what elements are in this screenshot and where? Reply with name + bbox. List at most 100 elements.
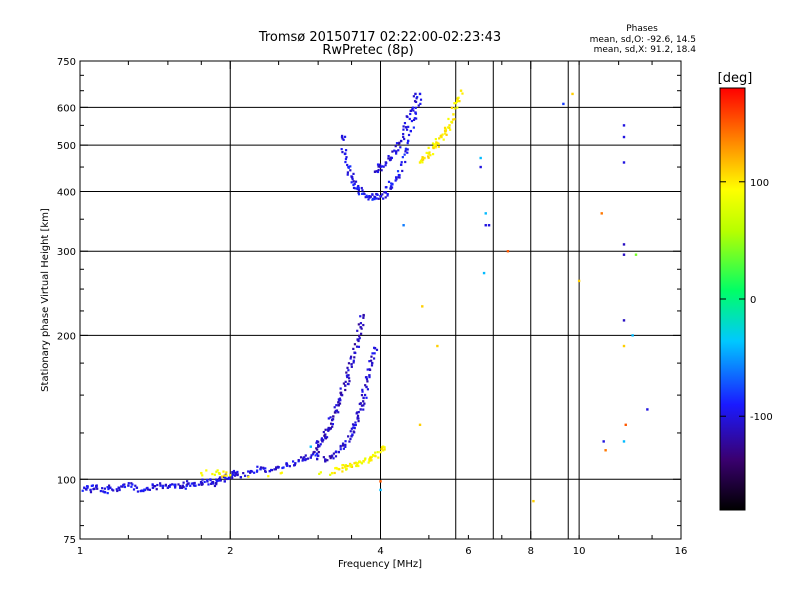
data-point bbox=[479, 165, 482, 169]
data-point bbox=[449, 128, 452, 131]
data-point bbox=[268, 469, 271, 473]
data-point bbox=[334, 409, 337, 413]
data-point bbox=[350, 181, 353, 184]
data-point bbox=[311, 453, 315, 456]
data-point bbox=[367, 461, 370, 464]
data-point bbox=[431, 153, 435, 156]
data-point bbox=[337, 404, 340, 407]
data-point bbox=[297, 459, 300, 462]
data-point bbox=[377, 197, 380, 200]
data-point bbox=[203, 480, 206, 484]
data-point bbox=[155, 488, 158, 491]
data-point bbox=[267, 475, 270, 478]
data-point bbox=[352, 186, 356, 190]
data-point bbox=[320, 438, 323, 441]
data-point bbox=[347, 435, 350, 438]
data-point bbox=[338, 402, 342, 405]
data-point bbox=[223, 474, 226, 477]
data-point bbox=[352, 172, 355, 175]
data-point bbox=[335, 409, 339, 412]
data-point bbox=[365, 194, 368, 197]
data-point bbox=[354, 187, 357, 190]
data-point bbox=[346, 464, 349, 468]
data-point bbox=[171, 483, 174, 486]
data-point bbox=[328, 428, 331, 431]
data-point bbox=[349, 437, 352, 441]
data-point bbox=[352, 426, 355, 429]
data-point bbox=[444, 128, 447, 131]
x-tick-label: 16 bbox=[675, 546, 688, 557]
data-point bbox=[341, 442, 345, 445]
data-point bbox=[362, 460, 365, 463]
data-point bbox=[253, 471, 256, 474]
data-point bbox=[351, 433, 354, 436]
data-point bbox=[362, 404, 365, 407]
data-point bbox=[482, 271, 486, 275]
data-point bbox=[414, 92, 417, 96]
data-point bbox=[293, 464, 296, 467]
data-point bbox=[322, 430, 325, 434]
data-point bbox=[360, 327, 363, 330]
data-point bbox=[109, 486, 112, 489]
data-point bbox=[182, 481, 185, 484]
data-point bbox=[382, 165, 385, 168]
data-point bbox=[330, 455, 333, 458]
data-point bbox=[213, 484, 217, 488]
data-point bbox=[86, 485, 89, 488]
data-point bbox=[322, 438, 325, 441]
data-point bbox=[146, 486, 149, 490]
data-point bbox=[331, 423, 335, 426]
data-point bbox=[373, 346, 376, 349]
data-point bbox=[219, 479, 222, 482]
data-point bbox=[326, 459, 329, 462]
data-point bbox=[458, 100, 461, 103]
data-point bbox=[215, 483, 218, 486]
data-point bbox=[357, 339, 360, 343]
data-point bbox=[368, 376, 371, 379]
data-point bbox=[389, 187, 393, 190]
data-point bbox=[186, 480, 189, 483]
data-point bbox=[110, 488, 114, 491]
data-point bbox=[391, 150, 394, 153]
data-point bbox=[169, 483, 172, 487]
data-point bbox=[365, 385, 368, 389]
data-point bbox=[634, 253, 638, 256]
data-point bbox=[409, 112, 412, 116]
data-point bbox=[362, 316, 365, 319]
data-point bbox=[379, 195, 383, 198]
data-point bbox=[356, 411, 359, 414]
x-axis-label: Frequency [MHz] bbox=[338, 559, 422, 570]
data-point bbox=[362, 408, 365, 411]
data-point bbox=[405, 115, 408, 118]
data-point bbox=[212, 482, 215, 485]
data-point bbox=[273, 468, 276, 471]
data-point bbox=[357, 186, 360, 190]
data-point bbox=[374, 170, 377, 173]
data-point bbox=[349, 165, 352, 168]
data-point bbox=[345, 156, 348, 159]
data-point bbox=[352, 183, 355, 187]
data-point bbox=[377, 456, 380, 459]
data-point bbox=[369, 195, 372, 198]
data-point bbox=[386, 194, 389, 197]
data-point bbox=[403, 137, 406, 141]
data-point bbox=[423, 156, 426, 160]
data-point bbox=[356, 187, 359, 191]
data-point bbox=[412, 126, 415, 129]
data-point bbox=[236, 470, 239, 474]
data-point bbox=[487, 224, 491, 227]
data-point bbox=[206, 480, 209, 483]
data-point bbox=[429, 154, 432, 157]
data-point bbox=[369, 458, 372, 462]
data-point bbox=[317, 440, 320, 443]
y-tick-label: 100 bbox=[57, 475, 76, 486]
data-point bbox=[292, 460, 295, 463]
data-point bbox=[316, 448, 319, 451]
data-point bbox=[412, 109, 415, 112]
data-point bbox=[357, 464, 360, 468]
data-point bbox=[222, 470, 225, 473]
data-point bbox=[366, 380, 369, 383]
data-point bbox=[344, 158, 348, 161]
data-point bbox=[348, 440, 351, 443]
data-point bbox=[342, 447, 345, 450]
